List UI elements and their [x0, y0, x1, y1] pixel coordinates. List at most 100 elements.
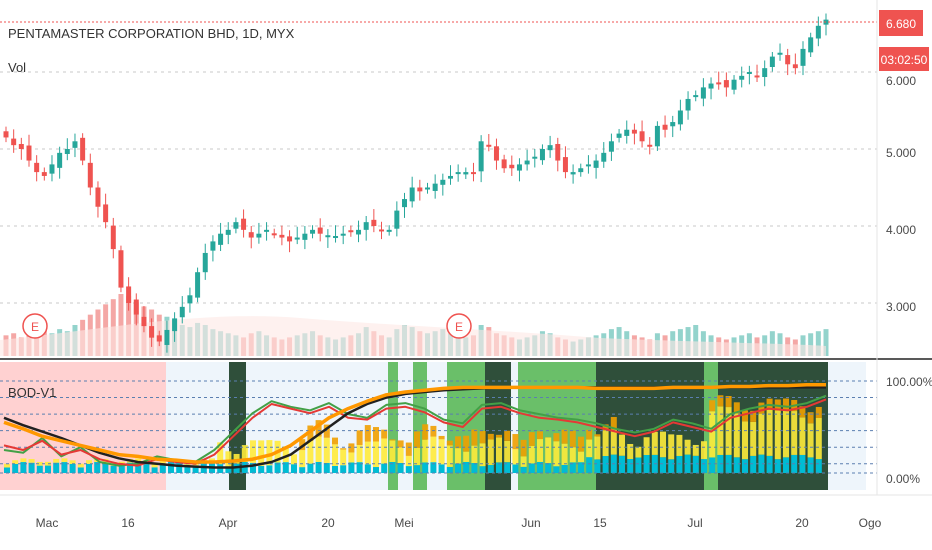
time-tick: Mac	[36, 516, 59, 530]
candle-body	[516, 164, 522, 171]
indicator-bar-orange	[586, 429, 593, 440]
candle-body	[700, 87, 706, 99]
time-axis[interactable]: Mac 16 Apr 20 Mei Jun 15 Jul 20 Ogo	[0, 494, 932, 530]
candle-body	[762, 68, 768, 78]
indicator-bar-cyan	[168, 462, 174, 473]
candle-body	[555, 143, 561, 161]
indicator-bar-orange	[455, 436, 461, 449]
indicator-bar-cyan	[799, 454, 806, 473]
indicator-bar-orange	[561, 429, 568, 444]
indicator-bar-yellow	[20, 458, 27, 463]
price-pane[interactable]: PENTAMASTER CORPORATION BHD, 1D, MYX Vol…	[0, 0, 877, 358]
candle-body	[57, 152, 63, 168]
indicator-bar-yellow	[758, 413, 765, 455]
candle-body	[218, 233, 224, 245]
candle-body	[210, 241, 216, 251]
price-tick: 3.000	[886, 300, 916, 314]
candle-body	[601, 152, 607, 162]
indicator-bar-cyan	[487, 465, 494, 473]
indicator-bar-cyan	[118, 465, 125, 473]
candle-body	[424, 187, 430, 190]
indicator-bar-cyan	[4, 467, 10, 473]
volume-bar	[118, 294, 124, 356]
candle-body	[785, 55, 791, 65]
indicator-bar-orange	[332, 437, 338, 445]
indicator-bar-orange	[348, 443, 355, 453]
indicator-bar-cyan	[578, 462, 584, 473]
time-tick: Jun	[521, 516, 540, 530]
indicator-bar-cyan	[192, 465, 199, 473]
candle-body	[777, 52, 783, 55]
indicator-bar-yellow	[487, 439, 494, 466]
candle-body	[256, 233, 262, 238]
indicator-bar-orange	[602, 424, 609, 431]
indicator-tick: 0.00%	[886, 472, 920, 486]
earnings-marker[interactable]: E	[22, 313, 48, 339]
price-tick: 4.000	[886, 223, 916, 237]
candle-body	[164, 329, 170, 345]
indicator-bar-orange	[315, 420, 322, 437]
indicator-bar-cyan	[184, 465, 191, 473]
candle-body	[87, 162, 93, 188]
candle-body	[294, 237, 300, 240]
candle-body	[202, 252, 208, 273]
indicator-bar-yellow	[28, 459, 35, 463]
indicator-bar-yellow	[405, 455, 412, 467]
indicator-bar-cyan	[602, 456, 609, 473]
indicator-bar-cyan	[463, 461, 470, 473]
indicator-lines	[3, 382, 827, 469]
candle-body	[302, 233, 308, 240]
candle-body	[264, 229, 270, 232]
indicator-bar-yellow	[397, 447, 404, 463]
indicator-bar-cyan	[405, 466, 412, 473]
indicator-bar-orange	[389, 439, 396, 441]
indicator-bar-yellow	[701, 441, 707, 460]
candle-body	[624, 129, 630, 136]
candle-body	[808, 37, 814, 53]
indicator-bar-yellow	[578, 451, 584, 463]
earnings-marker-label: E	[455, 320, 463, 334]
candle-body	[708, 83, 714, 89]
indicator-bar-yellow	[643, 437, 650, 455]
candle-body	[432, 183, 438, 191]
indicator-bar-cyan	[356, 462, 363, 473]
indicator-bar-yellow	[463, 451, 470, 462]
candle-body	[570, 172, 576, 175]
indicator-bar-yellow	[422, 439, 429, 463]
indicator-bar-cyan	[496, 462, 502, 473]
indicator-pane[interactable]: BOD-V1	[0, 362, 877, 490]
indicator-bar-orange	[496, 434, 502, 438]
indicator-bar-cyan	[766, 455, 773, 473]
time-tick: 20	[321, 516, 335, 530]
candle-body	[156, 335, 162, 342]
candle-body	[547, 145, 553, 151]
indicator-bar-orange	[537, 431, 543, 440]
indicator-bar-orange	[520, 439, 527, 457]
indicator-bar-cyan	[684, 454, 691, 473]
candle-body	[348, 230, 354, 233]
indicator-bar-cyan	[619, 455, 625, 473]
indicator-bar-orange	[553, 433, 560, 442]
candle-body	[402, 199, 408, 208]
indicator-bar-cyan	[373, 467, 379, 473]
indicator-bar-cyan	[315, 461, 322, 473]
candle-body	[754, 75, 760, 78]
indicator-bar-cyan	[504, 462, 511, 473]
countdown-value: 03:02:50	[881, 53, 928, 67]
time-tick: Ogo	[859, 516, 882, 530]
indicator-bar-yellow	[561, 443, 568, 465]
candle-body	[340, 233, 346, 236]
indicator-bar-yellow	[783, 409, 789, 458]
indicator-bar-orange	[578, 436, 584, 452]
indicator-bar-cyan	[127, 462, 133, 473]
candles	[3, 13, 829, 353]
indicator-bar-yellow	[635, 446, 642, 458]
indicator-bar-orange	[512, 434, 519, 450]
indicator-bar-cyan	[733, 457, 740, 473]
candle-body	[3, 131, 9, 138]
volume-bar	[693, 325, 699, 356]
earnings-marker[interactable]: E	[446, 313, 472, 339]
price-axis[interactable]: 6.000 5.000 4.000 3.000 6.680 03:02:50 1…	[876, 0, 932, 495]
candle-body	[654, 125, 660, 147]
